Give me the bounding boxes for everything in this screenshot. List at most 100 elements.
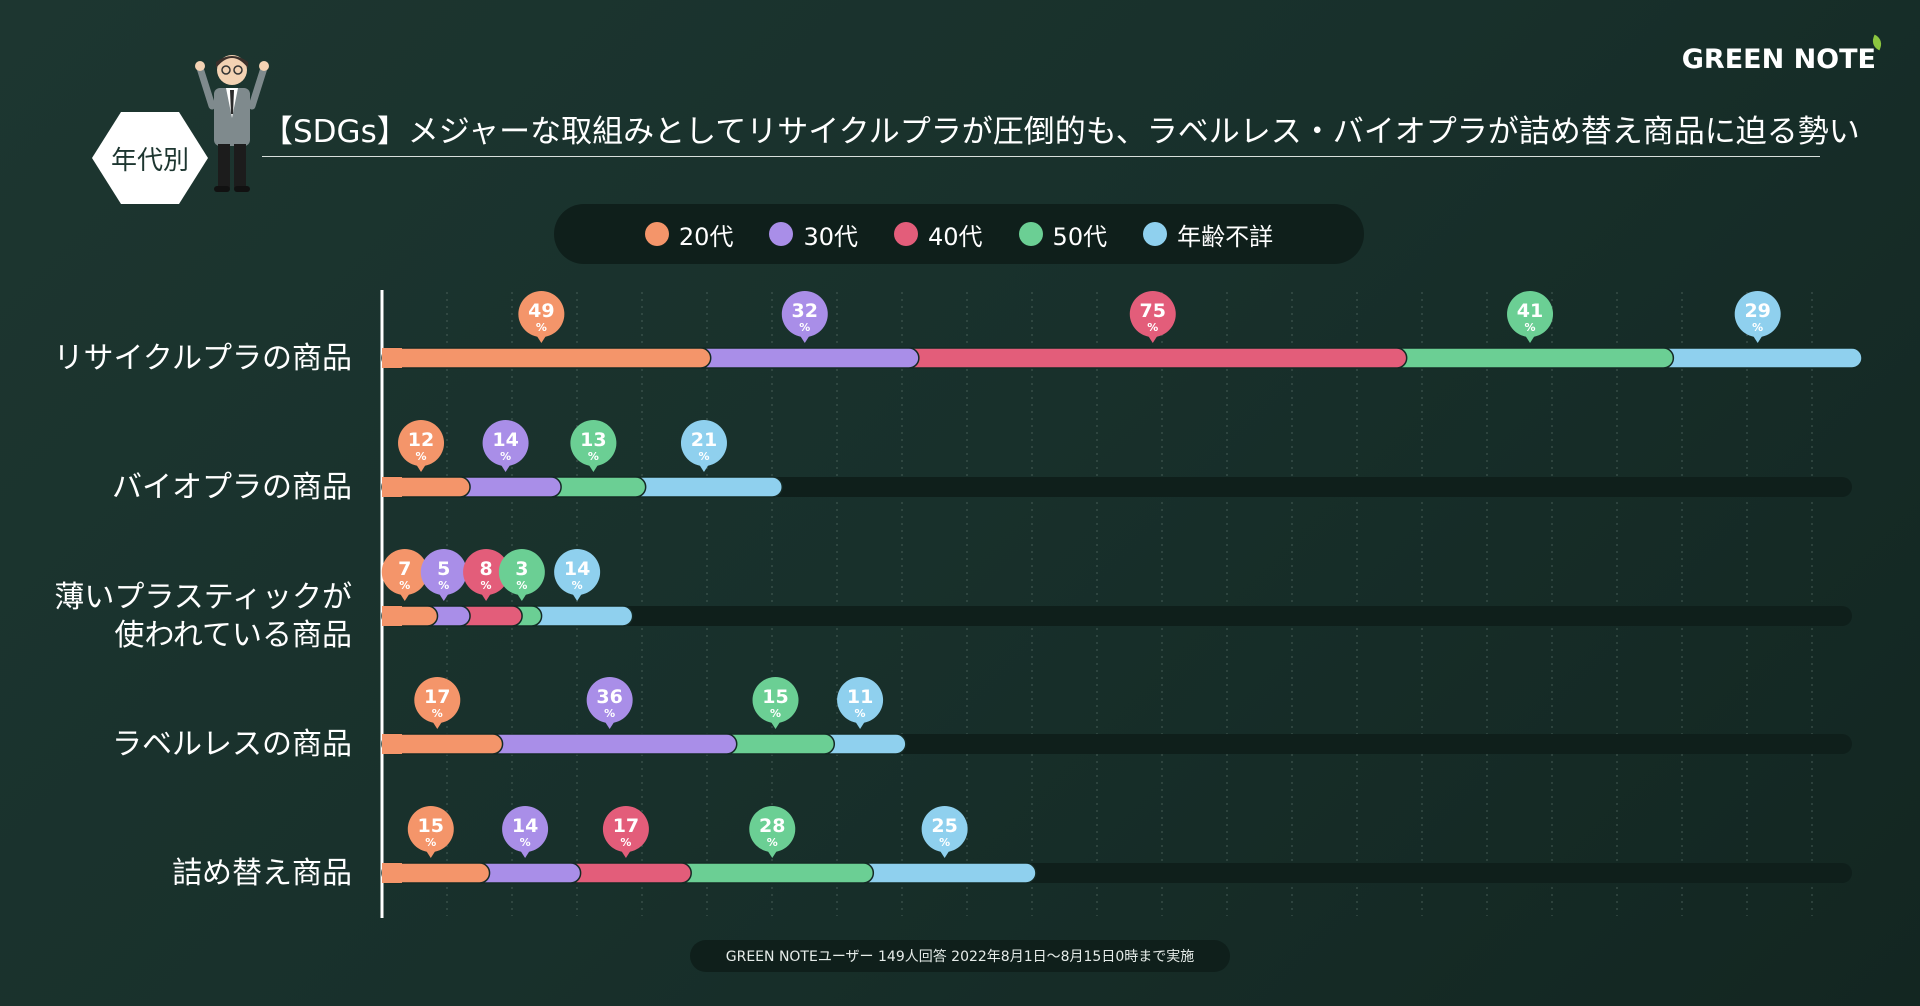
value-marker [463,549,510,595]
value-marker [570,420,617,466]
value-label: 15 [418,815,444,837]
value-marker [680,420,727,466]
brand-logo: GREEN NOTE [1681,34,1884,75]
value-label: 75 [1140,300,1166,322]
value-marker [502,806,549,852]
value-label: 7 [398,558,411,580]
chart-legend: 20代 30代 40代 50代 年齢不詳 [554,204,1364,264]
value-unit: % [1752,321,1763,334]
legend-item-2: 40代 [894,217,983,252]
value-label: 28 [759,815,785,837]
value-label: 41 [1517,300,1543,322]
legend-item-3: 50代 [1018,217,1108,252]
value-label: 14 [512,815,538,837]
value-label: 32 [792,300,818,322]
value-unit: % [399,579,410,592]
value-unit: % [572,579,583,592]
value-marker [1507,291,1554,337]
bar-segment [381,347,712,369]
value-marker [1734,291,1781,337]
bar-segment [1652,347,1863,369]
value-marker [554,549,601,595]
value-label: 14 [492,429,518,451]
value-unit: % [481,579,492,592]
value-unit: % [604,707,615,720]
value-marker [381,549,428,595]
category-label: 薄いプラスティックが [54,580,352,615]
bar-segment [382,477,402,497]
value-label: 21 [691,429,717,451]
value-unit: % [1147,321,1158,334]
legend-swatch-1 [769,222,794,246]
bar-segment [852,862,1037,884]
legend-label-4: 年齢不詳 [1177,222,1274,251]
value-marker [921,806,968,852]
value-label: 3 [515,558,528,580]
value-unit: % [520,836,531,849]
value-marker [749,806,796,852]
value-unit: % [416,450,427,463]
bar-segment [481,733,738,755]
value-label: 11 [847,686,873,708]
value-marker [398,420,445,466]
value-marker [482,420,529,466]
value-unit: % [425,836,436,849]
legend-item-0: 20代 [644,217,734,252]
brand-name: GREEN NOTE [1681,44,1876,75]
value-unit: % [620,836,631,849]
legend-label-0: 20代 [678,222,734,251]
legend-item-1: 30代 [769,217,858,252]
bar-segment [689,347,920,369]
bar-segment [898,347,1408,369]
bar-segment [670,862,875,884]
bar-segment [382,348,402,368]
bar-track [382,606,1852,626]
legend-swatch-4 [1143,222,1168,246]
category-label: 詰め替え商品 [172,856,352,891]
value-marker [420,549,467,595]
value-unit: % [855,707,866,720]
page-title: 【SDGs】メジャーな取組みとしてリサイクルプラが圧倒的も、ラベルレス・バイオプ… [262,114,1860,150]
value-marker [518,291,565,337]
value-marker [837,677,884,723]
bar-segment [1385,347,1675,369]
value-label: 29 [1744,300,1770,322]
value-unit: % [438,579,449,592]
legend-label-3: 50代 [1052,222,1108,251]
category-label: 使われている商品 [114,618,352,653]
value-unit: % [767,836,778,849]
legend-swatch-2 [894,222,918,246]
value-marker [414,677,461,723]
value-marker [752,677,799,723]
legend-swatch-3 [1018,222,1043,246]
value-label: 14 [564,558,590,580]
value-marker [407,806,454,852]
value-label: 15 [762,686,788,708]
bar-segment [382,863,402,883]
mascot-illustration [195,55,269,192]
bar-segment [382,734,402,754]
value-label: 13 [580,429,606,451]
value-label: 36 [596,686,622,708]
value-label: 17 [424,686,450,708]
value-marker [498,549,545,595]
value-label: 5 [437,558,450,580]
survey-footnote: GREEN NOTEユーザー 149人回答 2022年8月1日〜8月15日0時ま… [690,940,1230,972]
value-marker [602,806,649,852]
value-unit: % [500,450,511,463]
legend-swatch-0 [644,222,669,246]
legend-item-4: 年齢不詳 [1143,217,1273,252]
value-unit: % [770,707,781,720]
value-label: 25 [931,815,957,837]
value-marker [1129,291,1176,337]
value-label: 17 [613,815,639,837]
value-unit: % [432,707,443,720]
value-label: 8 [479,558,492,580]
legend-label-1: 30代 [803,222,858,251]
category-label: リサイクルプラの商品 [54,341,353,376]
category-label: バイオプラの商品 [112,470,352,505]
value-label: 49 [528,300,554,322]
value-marker [586,677,633,723]
value-unit: % [799,321,810,334]
